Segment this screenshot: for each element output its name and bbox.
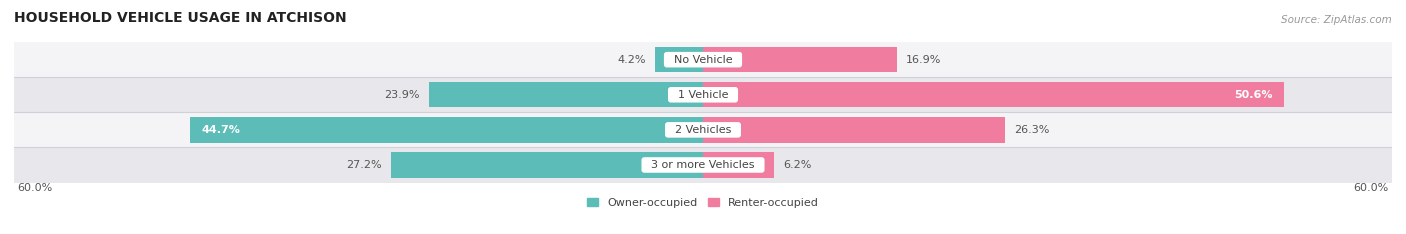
Text: 3 or more Vehicles: 3 or more Vehicles — [644, 160, 762, 170]
Text: 50.6%: 50.6% — [1234, 90, 1272, 100]
Text: 6.2%: 6.2% — [783, 160, 811, 170]
Text: 26.3%: 26.3% — [1014, 125, 1049, 135]
Text: No Vehicle: No Vehicle — [666, 55, 740, 65]
Text: 4.2%: 4.2% — [617, 55, 645, 65]
Bar — [429, 82, 703, 107]
Text: 2 Vehicles: 2 Vehicles — [668, 125, 738, 135]
Text: Source: ZipAtlas.com: Source: ZipAtlas.com — [1281, 15, 1392, 25]
Bar — [14, 42, 1392, 77]
Text: 1 Vehicle: 1 Vehicle — [671, 90, 735, 100]
Bar — [14, 112, 1392, 147]
Bar — [703, 82, 1284, 107]
Bar — [655, 47, 703, 72]
Text: 44.7%: 44.7% — [201, 125, 240, 135]
Text: 27.2%: 27.2% — [346, 160, 381, 170]
Bar — [14, 147, 1392, 183]
Bar — [391, 152, 703, 178]
Text: 23.9%: 23.9% — [384, 90, 419, 100]
Bar — [703, 152, 775, 178]
Text: 16.9%: 16.9% — [907, 55, 942, 65]
Bar — [703, 117, 1005, 143]
Bar — [190, 117, 703, 143]
Text: 60.0%: 60.0% — [1353, 183, 1389, 193]
Bar — [703, 47, 897, 72]
Text: 60.0%: 60.0% — [17, 183, 53, 193]
Legend: Owner-occupied, Renter-occupied: Owner-occupied, Renter-occupied — [586, 198, 820, 208]
Text: HOUSEHOLD VEHICLE USAGE IN ATCHISON: HOUSEHOLD VEHICLE USAGE IN ATCHISON — [14, 11, 347, 25]
Bar — [14, 77, 1392, 112]
